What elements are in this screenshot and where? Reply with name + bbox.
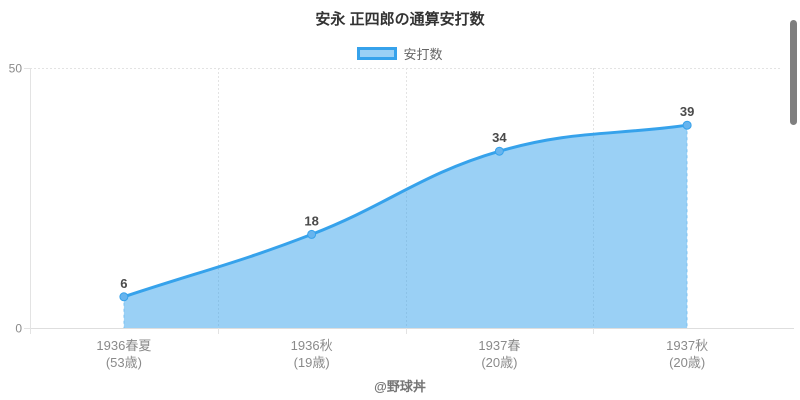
data-point-marker[interactable] <box>682 120 692 130</box>
x-tick-sublabel: (20歳) <box>669 355 705 370</box>
data-point-marker[interactable] <box>119 292 129 302</box>
chart-title: 安永 正四郎の通算安打数 <box>315 11 485 28</box>
y-tick-label: 50 <box>9 62 23 76</box>
data-point-value: 18 <box>304 213 318 228</box>
data-point-value: 39 <box>680 104 694 119</box>
area-fill <box>123 125 688 328</box>
footer-credit: @野球丼 <box>374 379 426 394</box>
series-line <box>122 123 689 299</box>
x-tick-label: 1937春 <box>478 338 520 353</box>
x-tick-label: 1937秋 <box>666 338 708 353</box>
data-point-value: 34 <box>492 130 507 145</box>
data-point-marker[interactable] <box>307 229 317 239</box>
x-tick-label: 1936春夏 <box>96 338 151 353</box>
x-tick-label: 1936秋 <box>291 338 333 353</box>
legend-swatch-icon[interactable] <box>357 46 398 60</box>
x-tick-sublabel: (20歳) <box>481 355 517 370</box>
x-tick-sublabel: (19歳) <box>294 355 330 370</box>
data-point-marker[interactable] <box>494 146 504 156</box>
scrollbar-thumb[interactable] <box>790 20 797 125</box>
legend-label[interactable]: 安打数 <box>403 46 443 62</box>
legend[interactable]: 安打数 <box>0 45 800 62</box>
data-point-value: 6 <box>120 276 127 291</box>
y-tick-label: 0 <box>15 322 22 336</box>
x-tick-sublabel: (53歳) <box>106 355 142 370</box>
